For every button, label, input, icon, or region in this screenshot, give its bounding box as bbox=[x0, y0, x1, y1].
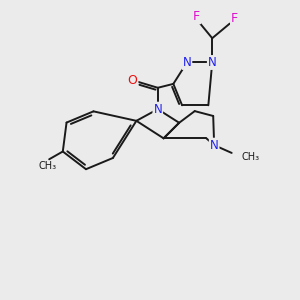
Text: CH₃: CH₃ bbox=[38, 161, 56, 171]
Text: F: F bbox=[193, 10, 200, 23]
Text: N: N bbox=[210, 139, 218, 152]
Text: F: F bbox=[231, 12, 238, 25]
Text: CH₃: CH₃ bbox=[242, 152, 260, 162]
Text: O: O bbox=[128, 74, 137, 88]
Text: N: N bbox=[153, 103, 162, 116]
Text: N: N bbox=[183, 56, 191, 69]
Text: N: N bbox=[208, 56, 217, 69]
